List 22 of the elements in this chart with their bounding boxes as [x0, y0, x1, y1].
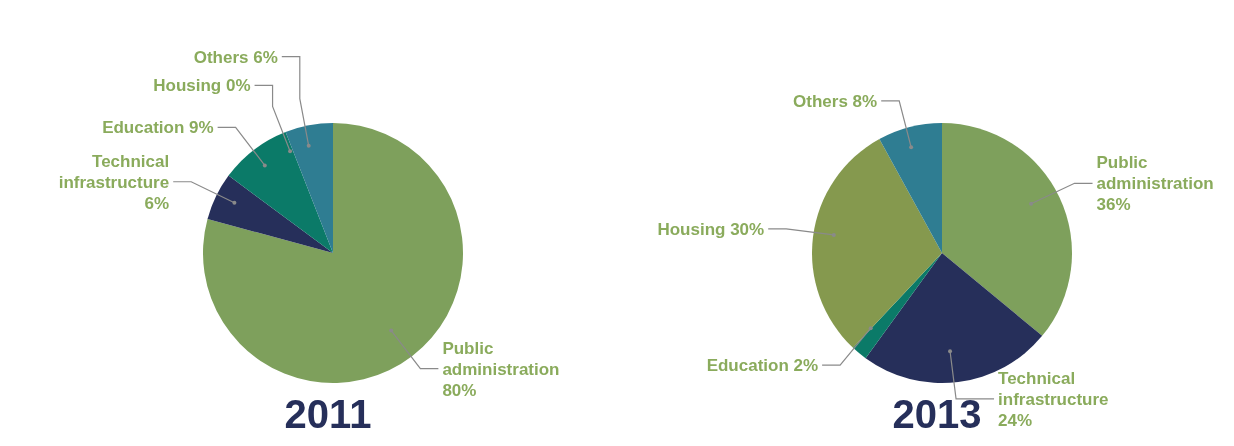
slice-label: Education 9% [102, 118, 214, 138]
pie-slice [942, 123, 1072, 336]
pie-slice [879, 123, 942, 253]
data-label: 6% [144, 193, 170, 213]
slice-label: Technical infrastructure [998, 368, 1109, 409]
pie-slice [812, 139, 942, 348]
slice-label: Technical infrastructure [58, 151, 170, 192]
slice-label: Public administration [1096, 153, 1214, 194]
pie-slice [285, 123, 333, 253]
category-label: Housing 0% [153, 76, 251, 96]
slice-label: Education 2% [706, 356, 819, 376]
data-label: 36% [1096, 195, 1131, 215]
slice-label: Housing 30% [657, 219, 765, 239]
data-label: 24% [998, 410, 1033, 430]
data-label: 80% [442, 380, 477, 400]
slice-label: Public administration [442, 338, 560, 379]
slice-label: Others 6% [193, 47, 278, 67]
pie-slice [228, 131, 333, 253]
text: 2013 [892, 392, 982, 436]
slice-label: Others 8% [793, 91, 878, 111]
text: 2011 [284, 392, 372, 436]
pie-slice [207, 175, 333, 253]
